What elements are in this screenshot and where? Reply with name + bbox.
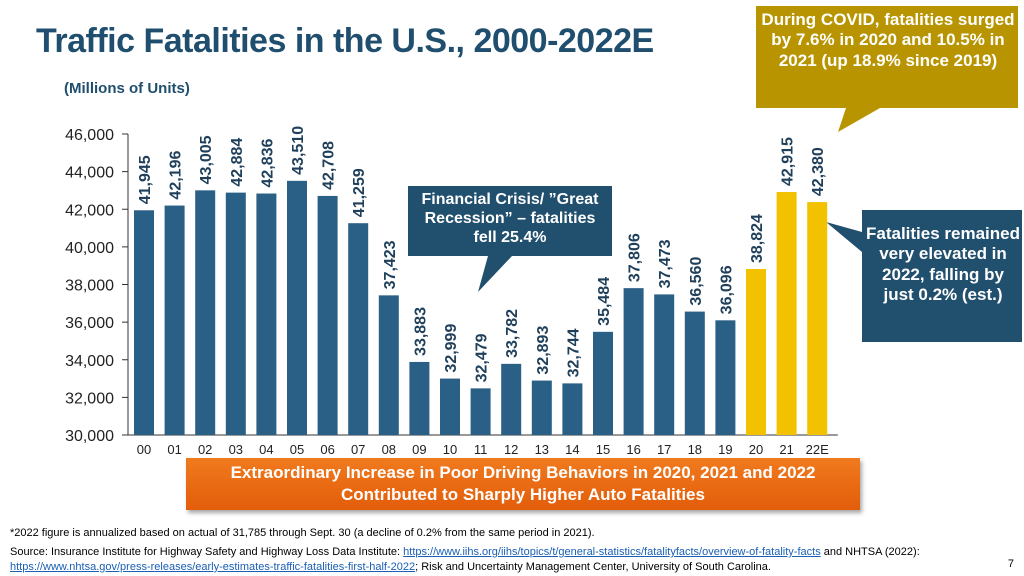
x-tick-label: 20 bbox=[749, 442, 763, 457]
data-label-02: 43,005 bbox=[198, 135, 215, 184]
data-label-12: 33,782 bbox=[504, 309, 521, 358]
source-prefix: Source: Insurance Institute for Highway … bbox=[10, 546, 404, 558]
page-title: Traffic Fatalities in the U.S., 2000-202… bbox=[36, 22, 654, 60]
chart-subtitle: (Millions of Units) bbox=[64, 80, 190, 97]
page-number: 7 bbox=[1007, 558, 1014, 570]
bar-09 bbox=[409, 361, 430, 435]
bar-19 bbox=[715, 320, 736, 435]
bar-06 bbox=[317, 195, 338, 435]
data-label-00: 41,945 bbox=[137, 155, 154, 204]
elevated-callout-box bbox=[826, 210, 1022, 342]
y-tick-label: 40,000 bbox=[65, 240, 114, 257]
bar-16 bbox=[623, 288, 644, 435]
data-label-15: 35,484 bbox=[596, 277, 613, 326]
y-tick-label: 46,000 bbox=[65, 127, 114, 144]
bar-21 bbox=[776, 192, 797, 435]
data-label-10: 32,999 bbox=[443, 324, 460, 373]
x-tick-label: 21 bbox=[779, 442, 793, 457]
elevated-2022-callout-text: Fatalities remained very elevated in 202… bbox=[866, 224, 1021, 305]
data-label-07: 41,259 bbox=[351, 168, 368, 217]
data-label-06: 42,708 bbox=[321, 141, 338, 190]
x-tick-label: 18 bbox=[688, 442, 702, 457]
source-suffix: ; Risk and Uncertainty Management Center… bbox=[415, 560, 771, 573]
bar-17 bbox=[654, 294, 675, 435]
y-tick-label: 44,000 bbox=[65, 165, 114, 182]
bar-10 bbox=[440, 378, 460, 435]
bar-03 bbox=[225, 192, 246, 435]
bar-20 bbox=[746, 268, 766, 435]
data-label-16: 37,806 bbox=[627, 233, 644, 282]
bar-00 bbox=[134, 210, 154, 435]
financial-callout-box bbox=[408, 186, 612, 292]
bar-02 bbox=[195, 190, 216, 435]
bar-22E bbox=[807, 202, 828, 435]
data-label-13: 32,893 bbox=[535, 326, 552, 375]
x-tick-label: 16 bbox=[626, 442, 640, 457]
x-tick-label: 15 bbox=[596, 442, 610, 457]
x-tick-label: 02 bbox=[198, 442, 212, 457]
bar-14 bbox=[562, 383, 583, 435]
y-tick-label: 32,000 bbox=[65, 390, 114, 407]
footnote: *2022 figure is annualized based on actu… bbox=[10, 527, 595, 539]
y-tick-label: 36,000 bbox=[65, 315, 114, 332]
y-tick-label: 30,000 bbox=[65, 428, 114, 445]
iihs-link[interactable]: https://www.iihs.org/iihs/topics/t/gener… bbox=[403, 546, 821, 558]
x-tick-label: 01 bbox=[167, 442, 181, 457]
nhtsa-link[interactable]: https://www.nhtsa.gov/press-releases/ear… bbox=[10, 560, 416, 573]
data-label-05: 43,510 bbox=[290, 126, 307, 175]
x-tick-label: 06 bbox=[320, 442, 334, 457]
covid-callout-box bbox=[756, 6, 1018, 132]
bar-08 bbox=[378, 295, 399, 435]
x-tick-label: 12 bbox=[504, 442, 518, 457]
x-tick-label: 22E bbox=[806, 442, 829, 457]
data-label-21: 42,915 bbox=[780, 137, 797, 186]
data-label-03: 42,884 bbox=[229, 138, 246, 187]
y-tick-label: 38,000 bbox=[65, 278, 114, 295]
bar-13 bbox=[531, 380, 552, 435]
x-tick-label: 13 bbox=[535, 442, 549, 457]
x-tick-label: 11 bbox=[474, 442, 488, 457]
x-tick-label: 19 bbox=[718, 442, 732, 457]
data-label-09: 33,883 bbox=[412, 307, 429, 356]
bar-15 bbox=[593, 331, 613, 435]
y-tick-label: 42,000 bbox=[65, 202, 114, 219]
x-tick-label: 07 bbox=[351, 442, 365, 457]
bar-05 bbox=[287, 180, 307, 435]
data-label-08: 37,423 bbox=[382, 240, 399, 289]
data-label-14: 32,744 bbox=[565, 328, 582, 377]
x-tick-label: 04 bbox=[259, 442, 273, 457]
x-tick-label: 17 bbox=[657, 442, 671, 457]
x-tick-label: 03 bbox=[229, 442, 243, 457]
x-tick-label: 10 bbox=[443, 442, 457, 457]
data-label-11: 32,479 bbox=[474, 333, 491, 382]
bar-18 bbox=[684, 311, 705, 435]
data-label-22E: 42,380 bbox=[810, 147, 827, 196]
x-tick-label: 00 bbox=[137, 442, 151, 457]
behavior-banner: Extraordinary Increase in Poor Driving B… bbox=[186, 458, 860, 510]
data-label-04: 42,836 bbox=[259, 138, 276, 187]
data-label-18: 36,560 bbox=[688, 257, 705, 306]
covid-callout-text: During COVID, fatalities surged by 7.6% … bbox=[761, 10, 1015, 70]
x-tick-label: 08 bbox=[382, 442, 396, 457]
data-label-17: 37,473 bbox=[657, 239, 674, 288]
bar-04 bbox=[256, 193, 277, 435]
x-tick-label: 05 bbox=[290, 442, 304, 457]
x-tick-label: 14 bbox=[565, 442, 579, 457]
bar-07 bbox=[348, 223, 369, 435]
source-middle: and NHTSA (2022): bbox=[820, 546, 920, 558]
y-tick-label: 34,000 bbox=[65, 353, 114, 370]
data-label-20: 38,824 bbox=[749, 214, 766, 263]
source-note: Source: Insurance Institute for Highway … bbox=[10, 545, 1000, 575]
bar-12 bbox=[501, 363, 522, 435]
financial-crisis-callout-text: Financial Crisis/ ”Great Recession” – fa… bbox=[421, 191, 599, 247]
data-label-19: 36,096 bbox=[718, 265, 735, 314]
behavior-banner-text: Extraordinary Increase in Poor Driving B… bbox=[230, 462, 816, 504]
data-label-01: 42,196 bbox=[168, 151, 185, 200]
x-tick-label: 09 bbox=[412, 442, 426, 457]
bar-01 bbox=[164, 205, 185, 435]
bar-11 bbox=[470, 388, 491, 435]
